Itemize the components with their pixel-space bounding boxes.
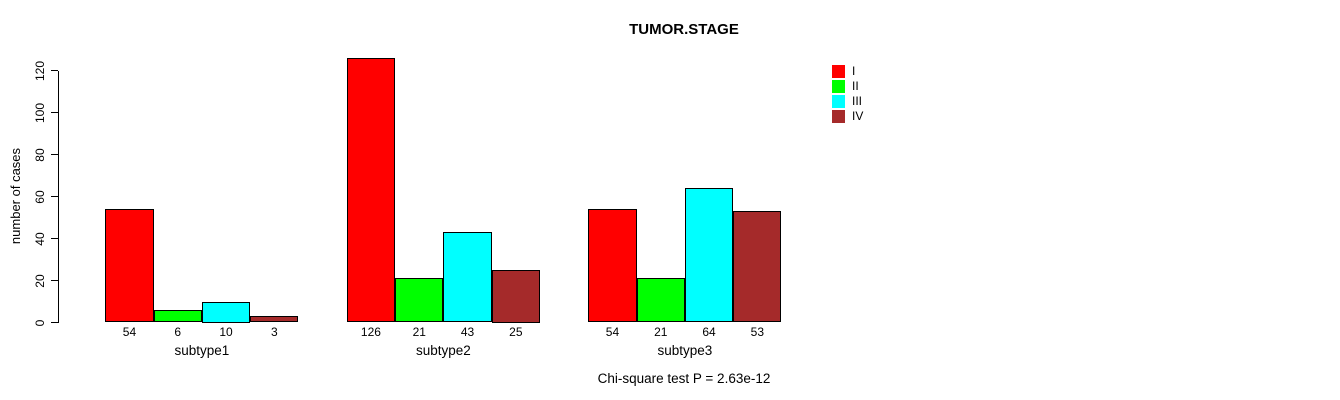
bar-value-label: 126 <box>360 325 381 339</box>
legend-label: II <box>852 79 859 93</box>
bar-subtype3-stage-IV <box>733 211 782 323</box>
y-axis-tick <box>51 112 58 113</box>
legend-swatch-I <box>832 65 845 78</box>
bar-value-label: 54 <box>122 325 137 339</box>
bar-value-label: 6 <box>174 325 182 339</box>
bar-subtype2-stage-I <box>346 57 396 323</box>
group-label-subtype2: subtype2 <box>415 343 471 358</box>
legend-item-IV: IV <box>832 109 863 124</box>
group-label-subtype1: subtype1 <box>174 343 230 358</box>
bar-value-label: 43 <box>460 325 475 339</box>
y-axis-tick <box>51 70 58 71</box>
legend-item-II: II <box>832 79 859 94</box>
legend-item-I: I <box>832 64 855 79</box>
y-axis-tick <box>51 238 58 239</box>
bar-value-label: 25 <box>509 325 523 339</box>
bar-value-label: 53 <box>750 325 765 339</box>
legend-swatch-IV <box>832 110 845 123</box>
bar-subtype2-stage-IV <box>491 270 540 323</box>
bar-value-label: 21 <box>654 325 668 339</box>
bar-subtype1-stage-II <box>153 309 202 323</box>
legend-label: III <box>852 94 863 108</box>
y-axis-tick <box>51 280 58 281</box>
bar-subtype1-stage-I <box>105 209 154 323</box>
bar-subtype2-stage-III <box>443 232 492 323</box>
bar-subtype3-stage-I <box>588 209 637 323</box>
bar-value-label: 21 <box>412 325 426 339</box>
y-axis-tick <box>51 322 58 323</box>
y-axis-tick <box>51 196 58 197</box>
bar-subtype1-stage-IV <box>250 316 299 323</box>
legend-item-III: III <box>832 94 862 109</box>
y-axis-tick <box>51 154 58 155</box>
bar-value-label: 64 <box>702 325 716 339</box>
y-axis-line <box>58 70 59 323</box>
chi-square-caption: Chi-square test P = 2.63e-12 <box>597 371 771 386</box>
chart-title: TUMOR.STAGE <box>629 21 739 38</box>
bar-subtype3-stage-III <box>684 188 734 323</box>
legend-swatch-III <box>832 95 845 108</box>
group-label-subtype3: subtype3 <box>657 343 713 358</box>
legend-swatch-II <box>832 80 845 93</box>
bar-value-label: 54 <box>605 325 620 339</box>
legend-label: IV <box>852 109 864 123</box>
legend-label: I <box>852 64 856 78</box>
bar-value-label: 10 <box>219 325 233 339</box>
bar-subtype2-stage-II <box>395 278 444 323</box>
bar-subtype1-stage-III <box>201 301 251 323</box>
bar-value-label: 3 <box>270 325 278 339</box>
bar-subtype3-stage-II <box>636 278 685 323</box>
